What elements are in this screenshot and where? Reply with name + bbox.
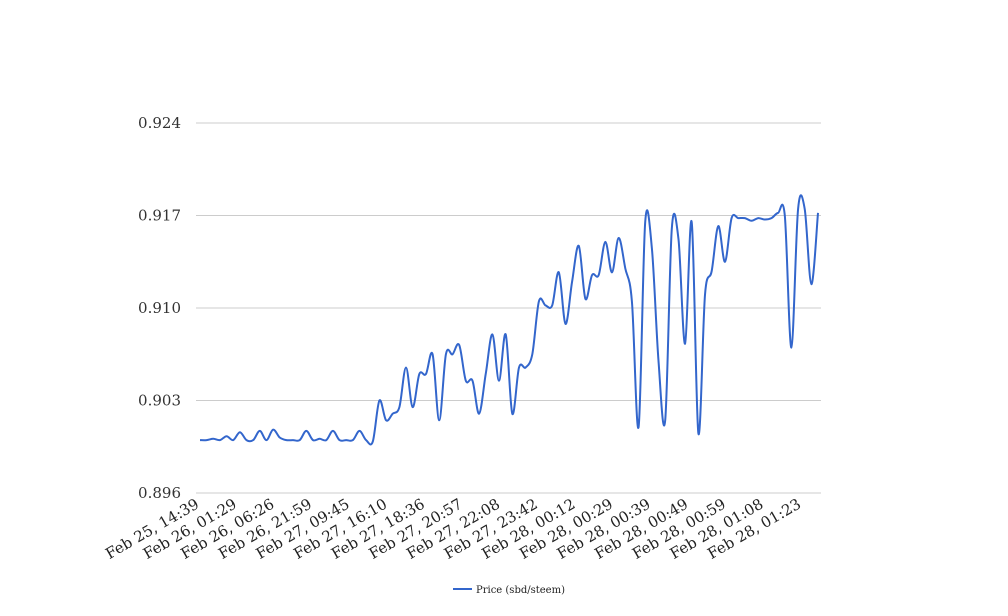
series-lines	[199, 194, 819, 446]
y-tick-label: 0.903	[138, 392, 181, 410]
legend: Price (sbd/steem)	[453, 585, 565, 596]
y-tick-label: 0.917	[138, 207, 181, 225]
legend-label-price: Price (sbd/steem)	[476, 585, 565, 596]
y-tick-label: 0.910	[138, 299, 181, 317]
y-tick-label: 0.924	[138, 114, 181, 132]
series-line-price	[199, 194, 819, 446]
gridlines	[196, 122, 821, 494]
y-axis-ticks: 0.896 0.903 0.910 0.917 0.924	[138, 114, 181, 502]
y-tick-label: 0.896	[138, 484, 181, 502]
